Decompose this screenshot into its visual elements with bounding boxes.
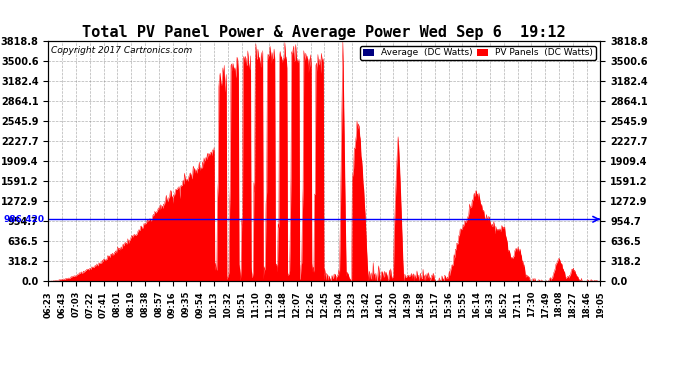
Legend: Average  (DC Watts), PV Panels  (DC Watts): Average (DC Watts), PV Panels (DC Watts)	[360, 46, 595, 60]
Text: Copyright 2017 Cartronics.com: Copyright 2017 Cartronics.com	[51, 46, 193, 55]
Text: 986.420: 986.420	[3, 215, 44, 224]
Title: Total PV Panel Power & Average Power Wed Sep 6  19:12: Total PV Panel Power & Average Power Wed…	[83, 25, 566, 40]
